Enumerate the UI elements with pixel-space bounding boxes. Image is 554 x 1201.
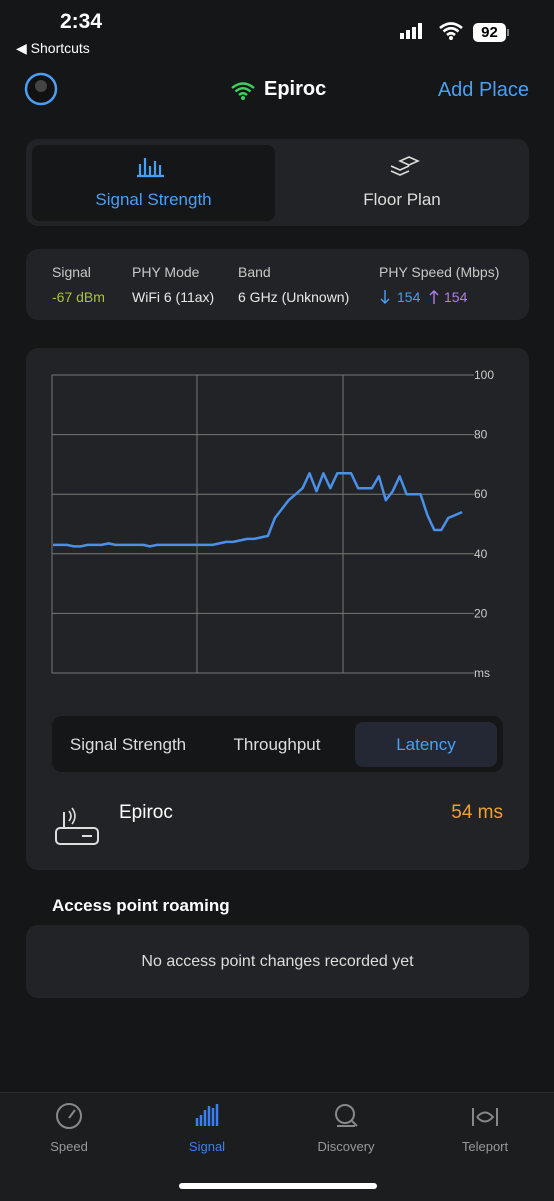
y-tick-label: 80	[474, 428, 488, 442]
tab-label[interactable]: Signal Strength	[95, 190, 212, 209]
status-icons	[400, 22, 509, 42]
header-title: Epiroc	[264, 78, 327, 100]
y-tick-label: ms	[474, 666, 490, 680]
speed-arrows	[380, 290, 439, 304]
segment-label[interactable]: Signal Strength	[69, 735, 187, 754]
device-latency: 54 ms	[451, 802, 503, 823]
roaming-message: No access point changes recorded yet	[141, 953, 414, 970]
y-tick-label: 60	[474, 487, 488, 501]
latency-line	[53, 472, 463, 548]
status-time: 2:34	[60, 10, 103, 33]
info-value: 6 GHz (Unknown)	[238, 289, 350, 305]
nav-bar	[0, 1092, 554, 1201]
segment-label[interactable]: Latency	[396, 735, 456, 754]
y-tick-label: 20	[474, 606, 488, 620]
router-icon	[55, 807, 99, 845]
latency-chart: ms 20 40 60 80 100	[51, 368, 494, 680]
info-label: PHY Mode	[132, 264, 200, 280]
info-card	[26, 249, 529, 320]
battery-level: 92	[481, 24, 498, 41]
home-indicator	[179, 1183, 377, 1189]
nav-icons	[56, 1103, 498, 1129]
info-label: PHY Speed (Mbps)	[379, 264, 500, 280]
tab-selected[interactable]	[32, 145, 275, 221]
tab-icons	[137, 156, 420, 178]
info-value: WiFi 6 (11ax)	[132, 289, 215, 305]
info-label: Band	[238, 264, 271, 280]
info-value: -67 dBm	[52, 289, 105, 305]
back-text[interactable]: Shortcuts	[30, 40, 90, 56]
speed-down: 154	[397, 289, 421, 305]
nav-label[interactable]: Speed	[50, 1139, 88, 1154]
back-link[interactable]: ◀ Shortcuts	[16, 40, 90, 56]
y-tick-label: 100	[474, 368, 494, 382]
avatar[interactable]	[23, 71, 59, 107]
roaming-title: Access point roaming	[52, 896, 230, 915]
nav-label[interactable]: Signal	[188, 1139, 226, 1154]
y-tick-label: 40	[474, 547, 488, 561]
segment-label[interactable]: Throughput	[233, 735, 321, 754]
nav-label[interactable]: Teleport	[461, 1139, 509, 1154]
segment-selected[interactable]	[355, 722, 497, 767]
speed-up: 154	[444, 289, 468, 305]
info-label: Signal	[52, 264, 91, 280]
tab-label[interactable]: Floor Plan	[363, 190, 441, 209]
device-name: Epiroc	[119, 802, 173, 823]
add-place[interactable]: Add Place	[437, 79, 529, 101]
nav-label[interactable]: Discovery	[317, 1139, 375, 1154]
roaming-card	[26, 925, 529, 998]
wifi-icon	[231, 82, 255, 100]
